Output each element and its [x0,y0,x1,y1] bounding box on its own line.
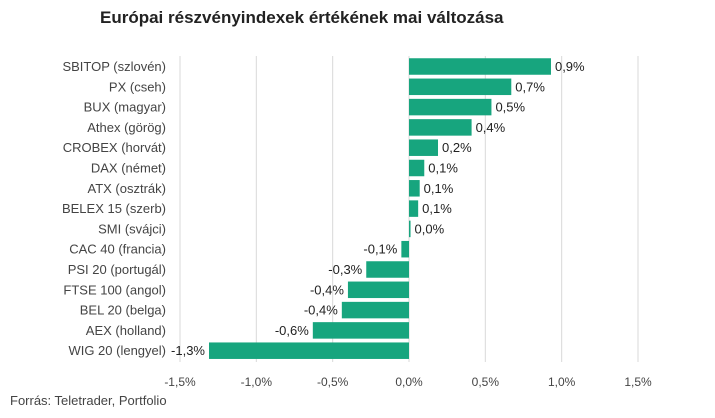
category-label: ATX (osztrák) [88,181,167,196]
category-label: PSI 20 (portugál) [68,262,166,277]
bar [409,98,492,116]
category-label: PX (cseh) [109,79,166,94]
data-label: -0,4% [304,303,338,318]
bar [409,220,411,238]
bar [366,261,409,278]
category-label: BUX (magyar) [84,100,166,115]
category-label: BEL 20 (belga) [80,303,166,318]
labels: -1,5% -1,0% -0,5% 0,0% 0,5% 1,0% 1,5% SBITOP (s… [62,59,652,389]
x-tick-label: 1,0% [548,375,576,389]
bar [409,119,472,136]
data-label: 0,4% [476,120,506,135]
source-note: Forrás: Teletrader, Portfolio [10,393,167,408]
x-tick-label: 1,5% [624,375,652,389]
data-label: 0,9% [555,59,585,74]
data-label: -1,3% [171,343,205,358]
data-label: 0,1% [422,201,452,216]
category-label: FTSE 100 (angol) [63,282,166,297]
bars [209,58,551,359]
category-label: SMI (svájci) [98,221,166,236]
category-label: AEX (holland) [86,323,166,338]
data-label: 0,1% [424,181,454,196]
bar [312,322,409,339]
chart-title: Európai részvényindexek értékének mai vá… [100,8,504,27]
category-label: CROBEX (horvát) [63,140,166,155]
data-label: -0,3% [328,262,362,277]
data-label: 0,1% [428,161,458,176]
bar [341,301,409,319]
bar [209,342,409,359]
bar [409,58,551,75]
category-label: Athex (görög) [87,120,166,135]
x-tick-label: 0,0% [395,375,423,389]
data-label: 0,5% [495,100,525,115]
bar [409,139,439,156]
bar [401,240,409,258]
bar [409,159,425,177]
category-label: WIG 20 (lengyel) [68,343,166,358]
data-label: 0,0% [415,221,445,236]
x-tick-label: 0,5% [472,375,500,389]
data-label: -0,4% [310,282,344,297]
data-label: -0,1% [363,242,397,257]
data-label: 0,2% [442,140,472,155]
category-label: CAC 40 (francia) [69,242,166,257]
bar [409,78,512,96]
bar [409,200,419,217]
category-label: SBITOP (szlovén) [62,59,166,74]
category-label: DAX (német) [91,161,166,176]
data-label: 0,7% [515,79,545,94]
x-tick-label: -0,5% [317,375,349,389]
x-tick-label: -1,5% [164,375,196,389]
bar [347,281,409,299]
data-label: -0,6% [275,323,309,338]
category-label: BELEX 15 (szerb) [62,201,166,216]
x-tick-label: -1,0% [241,375,273,389]
bar [409,180,420,197]
